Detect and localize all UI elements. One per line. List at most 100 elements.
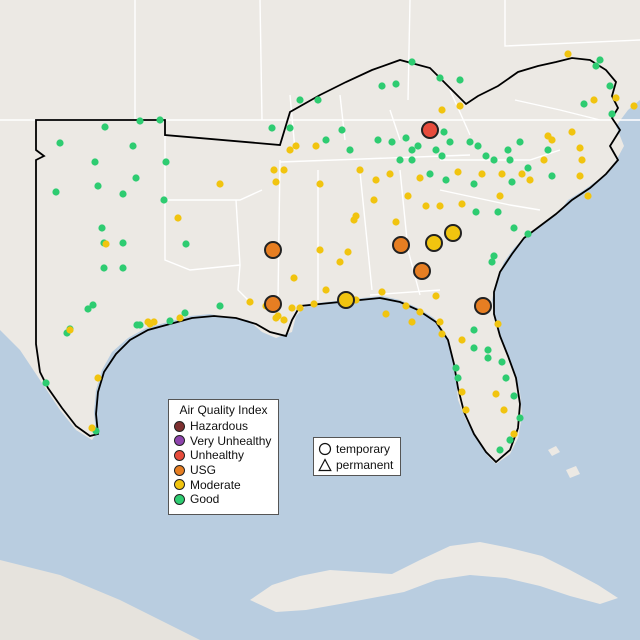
monitor-site-good[interactable] (516, 414, 524, 422)
monitor-site-moderate[interactable] (322, 286, 330, 294)
temporary-monitor-moderate[interactable] (444, 224, 462, 242)
monitor-site-good[interactable] (314, 96, 322, 104)
monitor-site-moderate[interactable] (544, 132, 552, 140)
temporary-monitor-usg[interactable] (264, 295, 282, 313)
monitor-site-good[interactable] (98, 224, 106, 232)
monitor-site-good[interactable] (608, 110, 616, 118)
monitor-site-moderate[interactable] (458, 336, 466, 344)
monitor-site-moderate[interactable] (386, 170, 394, 178)
monitor-site-good[interactable] (442, 176, 450, 184)
monitor-site-good[interactable] (166, 317, 174, 325)
monitor-site-good[interactable] (506, 436, 514, 444)
monitor-site-moderate[interactable] (392, 218, 400, 226)
monitor-site-good[interactable] (474, 142, 482, 150)
monitor-site-good[interactable] (438, 152, 446, 160)
monitor-site-good[interactable] (490, 156, 498, 164)
monitor-site-moderate[interactable] (310, 300, 318, 308)
monitor-site-good[interactable] (596, 56, 604, 64)
monitor-site-moderate[interactable] (432, 292, 440, 300)
monitor-site-moderate[interactable] (296, 304, 304, 312)
monitor-site-moderate[interactable] (500, 406, 508, 414)
monitor-site-good[interactable] (544, 146, 552, 154)
monitor-site-good[interactable] (346, 146, 354, 154)
monitor-site-moderate[interactable] (372, 176, 380, 184)
monitor-site-good[interactable] (322, 136, 330, 144)
monitor-site-good[interactable] (388, 138, 396, 146)
monitor-site-good[interactable] (524, 230, 532, 238)
monitor-site-good[interactable] (101, 123, 109, 131)
monitor-site-good[interactable] (504, 146, 512, 154)
monitor-site-good[interactable] (470, 180, 478, 188)
monitor-site-good[interactable] (470, 344, 478, 352)
monitor-site-moderate[interactable] (176, 314, 184, 322)
monitor-site-good[interactable] (156, 116, 164, 124)
monitor-site-moderate[interactable] (102, 240, 110, 248)
monitor-site-moderate[interactable] (568, 128, 576, 136)
monitor-site-good[interactable] (482, 152, 490, 160)
temporary-monitor-usg[interactable] (392, 236, 410, 254)
monitor-site-moderate[interactable] (422, 202, 430, 210)
monitor-site-good[interactable] (129, 142, 137, 150)
monitor-site-good[interactable] (426, 170, 434, 178)
monitor-site-moderate[interactable] (150, 318, 158, 326)
monitor-site-good[interactable] (414, 142, 422, 150)
monitor-site-good[interactable] (506, 156, 514, 164)
monitor-site-moderate[interactable] (370, 196, 378, 204)
monitor-site-moderate[interactable] (518, 170, 526, 178)
monitor-site-good[interactable] (91, 158, 99, 166)
monitor-site-good[interactable] (494, 208, 502, 216)
monitor-site-good[interactable] (94, 182, 102, 190)
monitor-site-moderate[interactable] (316, 246, 324, 254)
monitor-site-good[interactable] (432, 146, 440, 154)
monitor-site-good[interactable] (100, 264, 108, 272)
monitor-site-good[interactable] (216, 302, 224, 310)
monitor-site-moderate[interactable] (272, 314, 280, 322)
monitor-site-good[interactable] (490, 252, 498, 260)
monitor-site-good[interactable] (408, 58, 416, 66)
monitor-site-good[interactable] (496, 446, 504, 454)
monitor-site-moderate[interactable] (280, 316, 288, 324)
monitor-site-good[interactable] (408, 146, 416, 154)
monitor-site-good[interactable] (181, 309, 189, 317)
monitor-site-moderate[interactable] (66, 326, 74, 334)
monitor-site-moderate[interactable] (456, 102, 464, 110)
monitor-site-moderate[interactable] (458, 388, 466, 396)
monitor-site-moderate[interactable] (494, 320, 502, 328)
monitor-site-good[interactable] (56, 139, 64, 147)
temporary-monitor-usg[interactable] (413, 262, 431, 280)
monitor-site-moderate[interactable] (438, 330, 446, 338)
temporary-monitor-usg[interactable] (474, 297, 492, 315)
monitor-site-good[interactable] (42, 379, 50, 387)
monitor-site-good[interactable] (392, 80, 400, 88)
monitor-site-good[interactable] (606, 82, 614, 90)
monitor-site-moderate[interactable] (378, 288, 386, 296)
monitor-site-moderate[interactable] (174, 214, 182, 222)
monitor-site-good[interactable] (52, 188, 60, 196)
monitor-site-moderate[interactable] (540, 156, 548, 164)
monitor-site-moderate[interactable] (612, 94, 620, 102)
monitor-site-moderate[interactable] (344, 248, 352, 256)
temporary-monitor-unhealthy[interactable] (421, 121, 439, 139)
monitor-site-moderate[interactable] (630, 102, 638, 110)
monitor-site-good[interactable] (516, 138, 524, 146)
monitor-site-moderate[interactable] (216, 180, 224, 188)
monitor-site-moderate[interactable] (416, 308, 424, 316)
monitor-site-moderate[interactable] (336, 258, 344, 266)
monitor-site-moderate[interactable] (438, 106, 446, 114)
monitor-site-moderate[interactable] (290, 274, 298, 282)
monitor-site-good[interactable] (436, 74, 444, 82)
monitor-site-moderate[interactable] (436, 202, 444, 210)
monitor-site-good[interactable] (286, 124, 294, 132)
monitor-site-good[interactable] (119, 239, 127, 247)
monitor-site-moderate[interactable] (478, 170, 486, 178)
monitor-site-good[interactable] (456, 76, 464, 84)
monitor-site-good[interactable] (440, 128, 448, 136)
monitor-site-moderate[interactable] (576, 144, 584, 152)
monitor-site-moderate[interactable] (270, 166, 278, 174)
monitor-site-good[interactable] (89, 301, 97, 309)
monitor-site-good[interactable] (374, 136, 382, 144)
monitor-site-good[interactable] (136, 321, 144, 329)
monitor-site-good[interactable] (508, 178, 516, 186)
monitor-site-moderate[interactable] (584, 192, 592, 200)
monitor-site-moderate[interactable] (352, 212, 360, 220)
